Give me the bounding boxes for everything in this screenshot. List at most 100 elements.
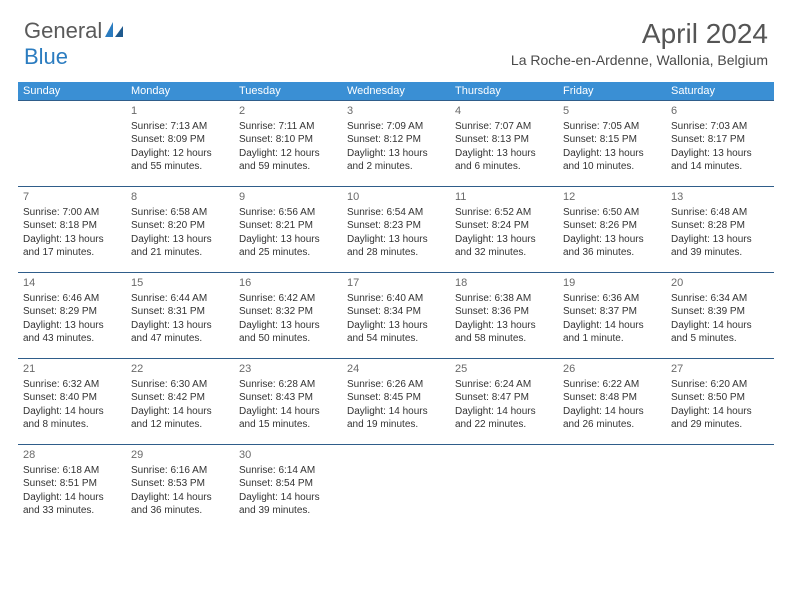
day1-text: Daylight: 13 hours (131, 319, 229, 333)
sunset-text: Sunset: 8:28 PM (671, 219, 769, 233)
sunrise-text: Sunrise: 6:56 AM (239, 206, 337, 220)
weekday-header: Tuesday (234, 82, 342, 101)
day2-text: and 8 minutes. (23, 418, 121, 432)
sunset-text: Sunset: 8:12 PM (347, 133, 445, 147)
day2-text: and 59 minutes. (239, 160, 337, 174)
sunset-text: Sunset: 8:39 PM (671, 305, 769, 319)
day-number: 28 (23, 448, 121, 463)
day1-text: Daylight: 14 hours (347, 405, 445, 419)
sunrise-text: Sunrise: 6:22 AM (563, 378, 661, 392)
day2-text: and 32 minutes. (455, 246, 553, 260)
calendar-cell: 21Sunrise: 6:32 AMSunset: 8:40 PMDayligh… (18, 359, 126, 445)
calendar-cell: 19Sunrise: 6:36 AMSunset: 8:37 PMDayligh… (558, 273, 666, 359)
sunset-text: Sunset: 8:42 PM (131, 391, 229, 405)
calendar-cell: 22Sunrise: 6:30 AMSunset: 8:42 PMDayligh… (126, 359, 234, 445)
logo-text-blue: Blue (24, 44, 68, 70)
calendar-cell: 5Sunrise: 7:05 AMSunset: 8:15 PMDaylight… (558, 101, 666, 187)
sunrise-text: Sunrise: 6:52 AM (455, 206, 553, 220)
day1-text: Daylight: 12 hours (239, 147, 337, 161)
calendar-cell: 6Sunrise: 7:03 AMSunset: 8:17 PMDaylight… (666, 101, 774, 187)
sunrise-text: Sunrise: 6:48 AM (671, 206, 769, 220)
day2-text: and 26 minutes. (563, 418, 661, 432)
day-number: 13 (671, 190, 769, 205)
sunset-text: Sunset: 8:51 PM (23, 477, 121, 491)
sunrise-text: Sunrise: 6:46 AM (23, 292, 121, 306)
day1-text: Daylight: 13 hours (671, 147, 769, 161)
calendar-cell: 14Sunrise: 6:46 AMSunset: 8:29 PMDayligh… (18, 273, 126, 359)
day-number: 24 (347, 362, 445, 377)
day-number: 18 (455, 276, 553, 291)
day2-text: and 39 minutes. (239, 504, 337, 518)
sunrise-text: Sunrise: 7:05 AM (563, 120, 661, 134)
sunrise-text: Sunrise: 6:58 AM (131, 206, 229, 220)
day1-text: Daylight: 13 hours (239, 319, 337, 333)
weekday-header: Friday (558, 82, 666, 101)
day-number: 30 (239, 448, 337, 463)
day2-text: and 33 minutes. (23, 504, 121, 518)
calendar-cell: 24Sunrise: 6:26 AMSunset: 8:45 PMDayligh… (342, 359, 450, 445)
day1-text: Daylight: 13 hours (671, 233, 769, 247)
calendar-cell: 4Sunrise: 7:07 AMSunset: 8:13 PMDaylight… (450, 101, 558, 187)
sunset-text: Sunset: 8:47 PM (455, 391, 553, 405)
day-number: 14 (23, 276, 121, 291)
calendar-table: Sunday Monday Tuesday Wednesday Thursday… (18, 82, 774, 531)
day1-text: Daylight: 13 hours (347, 233, 445, 247)
sunset-text: Sunset: 8:50 PM (671, 391, 769, 405)
day2-text: and 39 minutes. (671, 246, 769, 260)
sunrise-text: Sunrise: 6:34 AM (671, 292, 769, 306)
calendar-cell: 30Sunrise: 6:14 AMSunset: 8:54 PMDayligh… (234, 445, 342, 531)
day1-text: Daylight: 14 hours (131, 491, 229, 505)
day-number: 1 (131, 104, 229, 119)
sunset-text: Sunset: 8:24 PM (455, 219, 553, 233)
day-number: 26 (563, 362, 661, 377)
day-number: 2 (239, 104, 337, 119)
day2-text: and 5 minutes. (671, 332, 769, 346)
day2-text: and 47 minutes. (131, 332, 229, 346)
day1-text: Daylight: 14 hours (563, 319, 661, 333)
day-number: 5 (563, 104, 661, 119)
day1-text: Daylight: 13 hours (455, 233, 553, 247)
day-number: 9 (239, 190, 337, 205)
calendar-cell: 7Sunrise: 7:00 AMSunset: 8:18 PMDaylight… (18, 187, 126, 273)
sunrise-text: Sunrise: 7:09 AM (347, 120, 445, 134)
sunrise-text: Sunrise: 6:26 AM (347, 378, 445, 392)
day1-text: Daylight: 14 hours (239, 405, 337, 419)
sunset-text: Sunset: 8:32 PM (239, 305, 337, 319)
sunset-text: Sunset: 8:54 PM (239, 477, 337, 491)
sunrise-text: Sunrise: 6:14 AM (239, 464, 337, 478)
calendar-week-row: 1Sunrise: 7:13 AMSunset: 8:09 PMDaylight… (18, 101, 774, 187)
day-number: 10 (347, 190, 445, 205)
calendar-cell: 20Sunrise: 6:34 AMSunset: 8:39 PMDayligh… (666, 273, 774, 359)
sunrise-text: Sunrise: 6:18 AM (23, 464, 121, 478)
weekday-header: Saturday (666, 82, 774, 101)
title-block: April 2024 La Roche-en-Ardenne, Wallonia… (511, 18, 768, 68)
day-number: 6 (671, 104, 769, 119)
calendar-cell: 26Sunrise: 6:22 AMSunset: 8:48 PMDayligh… (558, 359, 666, 445)
weekday-header: Monday (126, 82, 234, 101)
day2-text: and 6 minutes. (455, 160, 553, 174)
weekday-header: Wednesday (342, 82, 450, 101)
day-number: 17 (347, 276, 445, 291)
sunset-text: Sunset: 8:36 PM (455, 305, 553, 319)
calendar-cell (18, 101, 126, 187)
calendar-cell (666, 445, 774, 531)
sunrise-text: Sunrise: 6:28 AM (239, 378, 337, 392)
sunrise-text: Sunrise: 6:24 AM (455, 378, 553, 392)
day2-text: and 1 minute. (563, 332, 661, 346)
calendar-cell: 27Sunrise: 6:20 AMSunset: 8:50 PMDayligh… (666, 359, 774, 445)
sunset-text: Sunset: 8:37 PM (563, 305, 661, 319)
weekday-header: Sunday (18, 82, 126, 101)
calendar-cell: 12Sunrise: 6:50 AMSunset: 8:26 PMDayligh… (558, 187, 666, 273)
day-number: 11 (455, 190, 553, 205)
page-title: April 2024 (511, 18, 768, 50)
calendar-cell (558, 445, 666, 531)
sunrise-text: Sunrise: 6:30 AM (131, 378, 229, 392)
sunset-text: Sunset: 8:29 PM (23, 305, 121, 319)
sunset-text: Sunset: 8:23 PM (347, 219, 445, 233)
calendar-cell (342, 445, 450, 531)
sunset-text: Sunset: 8:45 PM (347, 391, 445, 405)
day-number: 7 (23, 190, 121, 205)
sunset-text: Sunset: 8:34 PM (347, 305, 445, 319)
sunset-text: Sunset: 8:13 PM (455, 133, 553, 147)
day2-text: and 29 minutes. (671, 418, 769, 432)
